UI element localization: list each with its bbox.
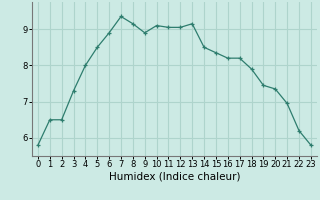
X-axis label: Humidex (Indice chaleur): Humidex (Indice chaleur) bbox=[109, 172, 240, 182]
